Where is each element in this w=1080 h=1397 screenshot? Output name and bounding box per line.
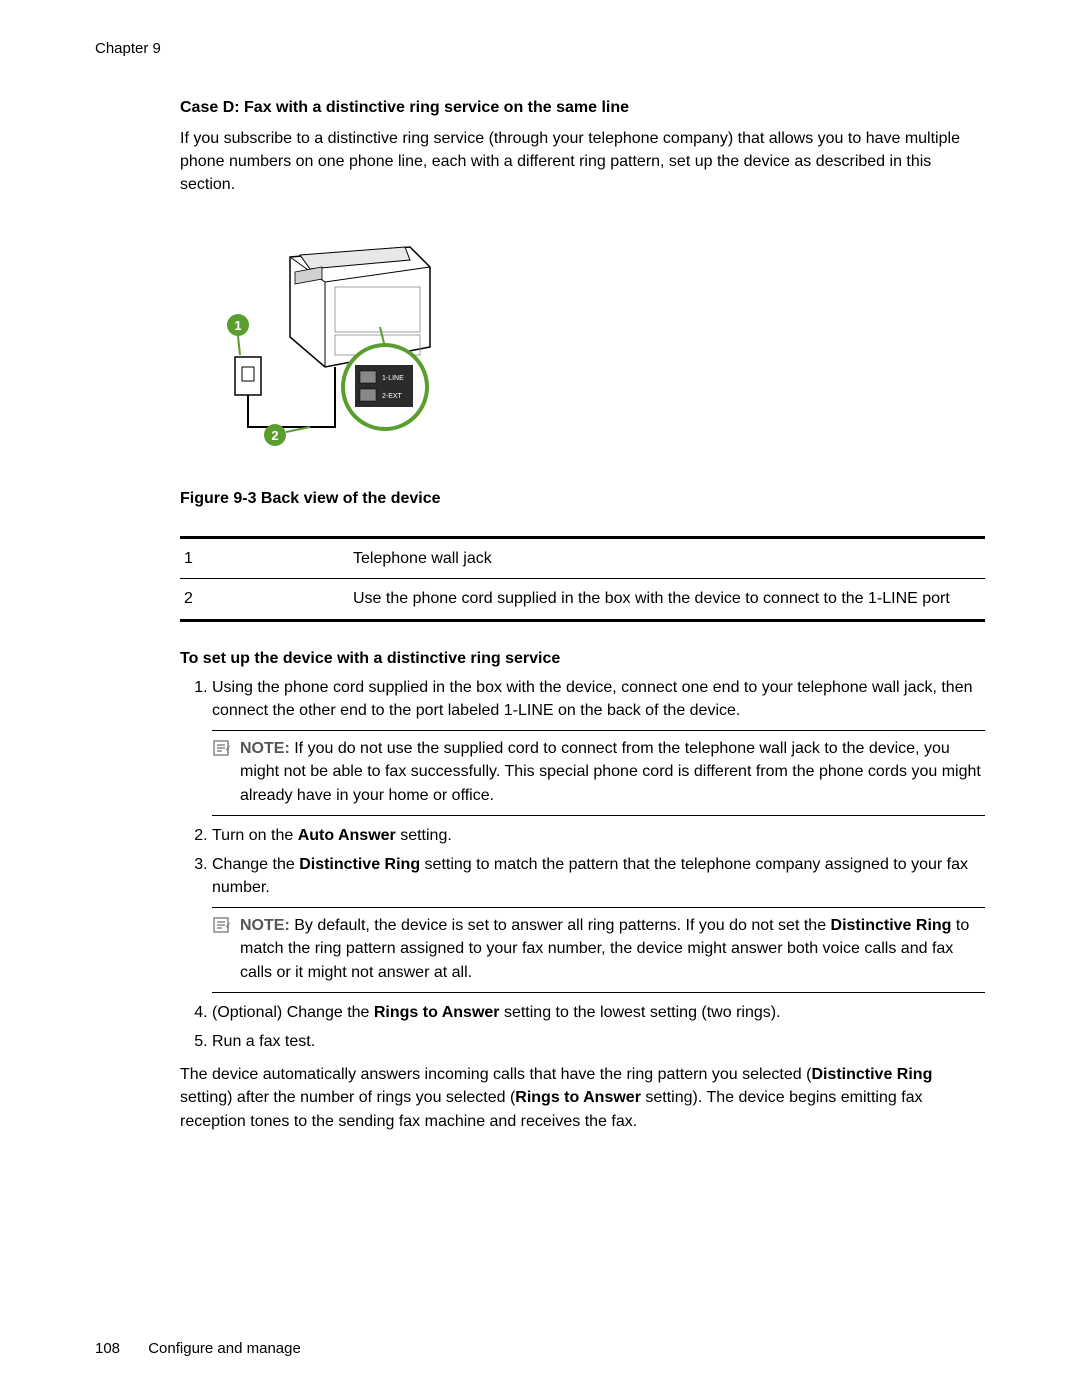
port-label-1: 1-LINE — [382, 375, 404, 382]
note-icon — [212, 916, 234, 941]
step-text-pre: Turn on the — [212, 827, 298, 844]
step-text-pre: Change the — [212, 856, 299, 873]
step-3: Change the Distinctive Ring setting to m… — [212, 853, 985, 993]
legend-desc: Telephone wall jack — [345, 537, 985, 579]
legend-desc: Use the phone cord supplied in the box w… — [345, 579, 985, 621]
step-text-post: setting. — [396, 827, 452, 844]
step-text-bold: Auto Answer — [298, 827, 396, 844]
chapter-header: Chapter 9 — [95, 40, 985, 57]
steps-list: Using the phone cord supplied in the box… — [180, 676, 985, 1053]
closing-bold-1: Distinctive Ring — [811, 1066, 932, 1083]
callout-1: 1 — [234, 318, 241, 333]
table-row: 2 Use the phone cord supplied in the box… — [180, 579, 985, 621]
note-label: NOTE: — [240, 740, 290, 757]
back-view-svg: 1-LINE 2-EXT 1 2 — [180, 227, 440, 457]
closing-paragraph: The device automatically answers incomin… — [180, 1063, 985, 1133]
step-4: (Optional) Change the Rings to Answer se… — [212, 1001, 985, 1024]
note-label: NOTE: — [240, 917, 290, 934]
table-row: 1 Telephone wall jack — [180, 537, 985, 579]
section-title: Case D: Fax with a distinctive ring serv… — [180, 99, 985, 117]
port-label-2: 2-EXT — [382, 393, 403, 400]
legend-num: 2 — [180, 579, 345, 621]
step-1: Using the phone cord supplied in the box… — [212, 676, 985, 816]
legend-table: 1 Telephone wall jack 2 Use the phone co… — [180, 536, 985, 622]
step-text: Run a fax test. — [212, 1033, 315, 1050]
setup-heading: To set up the device with a distinctive … — [180, 650, 985, 668]
step-text-post: setting to the lowest setting (two rings… — [500, 1004, 781, 1021]
step-5: Run a fax test. — [212, 1030, 985, 1053]
step-text-bold: Distinctive Ring — [299, 856, 420, 873]
section-intro: If you subscribe to a distinctive ring s… — [180, 127, 985, 197]
note-body-pre: By default, the device is set to answer … — [294, 917, 830, 934]
step-text-bold: Rings to Answer — [374, 1004, 500, 1021]
step-2: Turn on the Auto Answer setting. — [212, 824, 985, 847]
note-box: NOTE: If you do not use the supplied cor… — [212, 730, 985, 816]
callout-2: 2 — [271, 428, 278, 443]
note-text: NOTE: By default, the device is set to a… — [240, 914, 985, 984]
note-icon — [212, 739, 234, 764]
closing-pre: The device automatically answers incomin… — [180, 1066, 811, 1083]
note-text: NOTE: If you do not use the supplied cor… — [240, 737, 985, 807]
device-diagram: 1-LINE 2-EXT 1 2 — [180, 227, 985, 462]
note-body: If you do not use the supplied cord to c… — [240, 740, 981, 803]
content-area: Case D: Fax with a distinctive ring serv… — [95, 99, 985, 1133]
step-text: Using the phone cord supplied in the box… — [212, 679, 973, 719]
footer-title: Configure and manage — [148, 1340, 301, 1357]
legend-num: 1 — [180, 537, 345, 579]
step-text-pre: (Optional) Change the — [212, 1004, 374, 1021]
figure-caption: Figure 9-3 Back view of the device — [180, 490, 985, 508]
page-footer: 108 Configure and manage — [95, 1340, 301, 1357]
note-box: NOTE: By default, the device is set to a… — [212, 907, 985, 993]
page: Chapter 9 Case D: Fax with a distinctive… — [0, 0, 1080, 1397]
closing-bold-2: Rings to Answer — [515, 1089, 641, 1106]
page-number: 108 — [95, 1340, 120, 1357]
closing-mid: setting) after the number of rings you s… — [180, 1089, 515, 1106]
note-body-bold: Distinctive Ring — [831, 917, 952, 934]
